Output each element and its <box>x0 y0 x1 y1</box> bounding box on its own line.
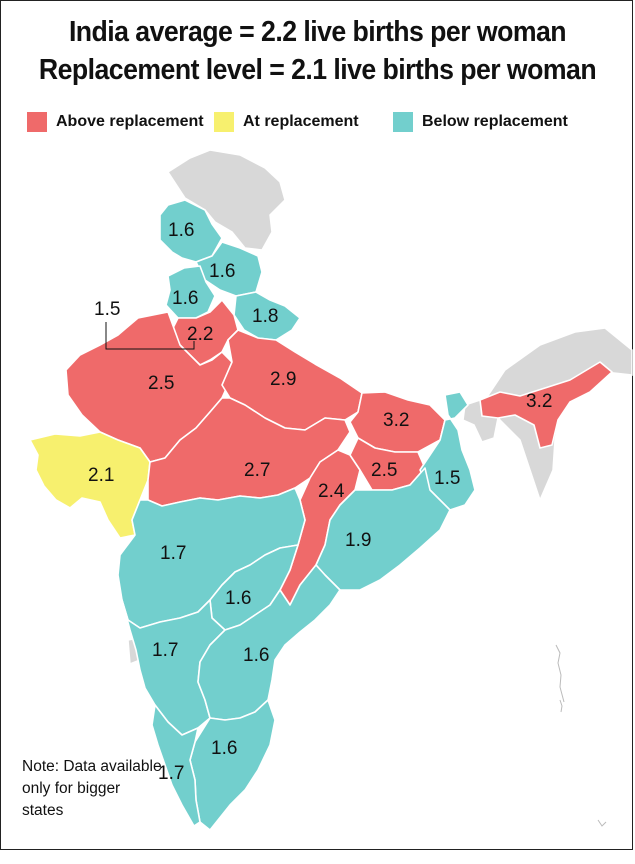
region-label-12: 2.4 <box>318 481 345 502</box>
region-label-14: 1.5 <box>434 468 460 489</box>
legend-item-above: Above replacement <box>27 110 204 134</box>
region-label-18: 1.7 <box>152 640 178 661</box>
region-label-0: 1.6 <box>168 220 194 241</box>
region-shape-9 <box>479 361 613 449</box>
region-label-11: 2.7 <box>244 460 270 481</box>
footnote: Note: Data available only for bigger sta… <box>22 758 162 819</box>
region-label-19: 1.6 <box>243 645 269 666</box>
leader-line-delhi <box>105 322 195 350</box>
region-shape-19 <box>197 564 341 721</box>
region-label-9: 3.2 <box>526 391 552 412</box>
region-shape-3 <box>233 291 301 341</box>
region-label-10: 2.1 <box>88 465 114 486</box>
legend-item-below: Below replacement <box>393 110 568 134</box>
region-label-6: 2.5 <box>148 373 174 394</box>
legend-swatch-above <box>27 112 47 132</box>
region-label-17: 1.6 <box>225 588 251 609</box>
legend-label-below: Below replacement <box>422 113 568 130</box>
region-label-1: 1.6 <box>209 261 235 282</box>
region-label-15: 1.9 <box>345 530 371 551</box>
region-label-2: 1.6 <box>172 288 198 309</box>
region-label-8: 3.2 <box>383 410 409 431</box>
region-label-16: 1.7 <box>160 543 186 564</box>
region-label-7: 2.9 <box>270 369 296 390</box>
region-shape-0 <box>159 199 223 263</box>
region-islands-no-data <box>555 644 607 827</box>
title-line-2: Replacement level = 2.1 live births per … <box>38 54 597 86</box>
title-line-1: India average = 2.2 live births per woma… <box>68 16 567 48</box>
region-ladakh-no-data <box>166 149 286 251</box>
region-label-5: 2.2 <box>187 324 213 345</box>
legend-swatch-below <box>393 112 413 132</box>
region-label-21: 1.7 <box>158 763 184 784</box>
region-shape-1 <box>195 241 263 297</box>
region-label-4: 1.5 <box>94 299 120 320</box>
value-labels: 1.6 1.6 1.6 1.8 1.5 2.2 2.5 2.9 3.2 3.2 … <box>88 220 552 784</box>
state-regions <box>29 199 613 831</box>
region-shape-21 <box>151 704 201 827</box>
legend-label-above: Above replacement <box>56 113 204 130</box>
legend-swatch-at <box>214 112 234 132</box>
region-label-3: 1.8 <box>252 306 278 327</box>
region-label-20: 1.6 <box>211 738 237 759</box>
legend-label-at: At replacement <box>243 113 359 130</box>
legend-item-at: At replacement <box>214 110 359 134</box>
region-label-13: 2.5 <box>371 460 397 481</box>
